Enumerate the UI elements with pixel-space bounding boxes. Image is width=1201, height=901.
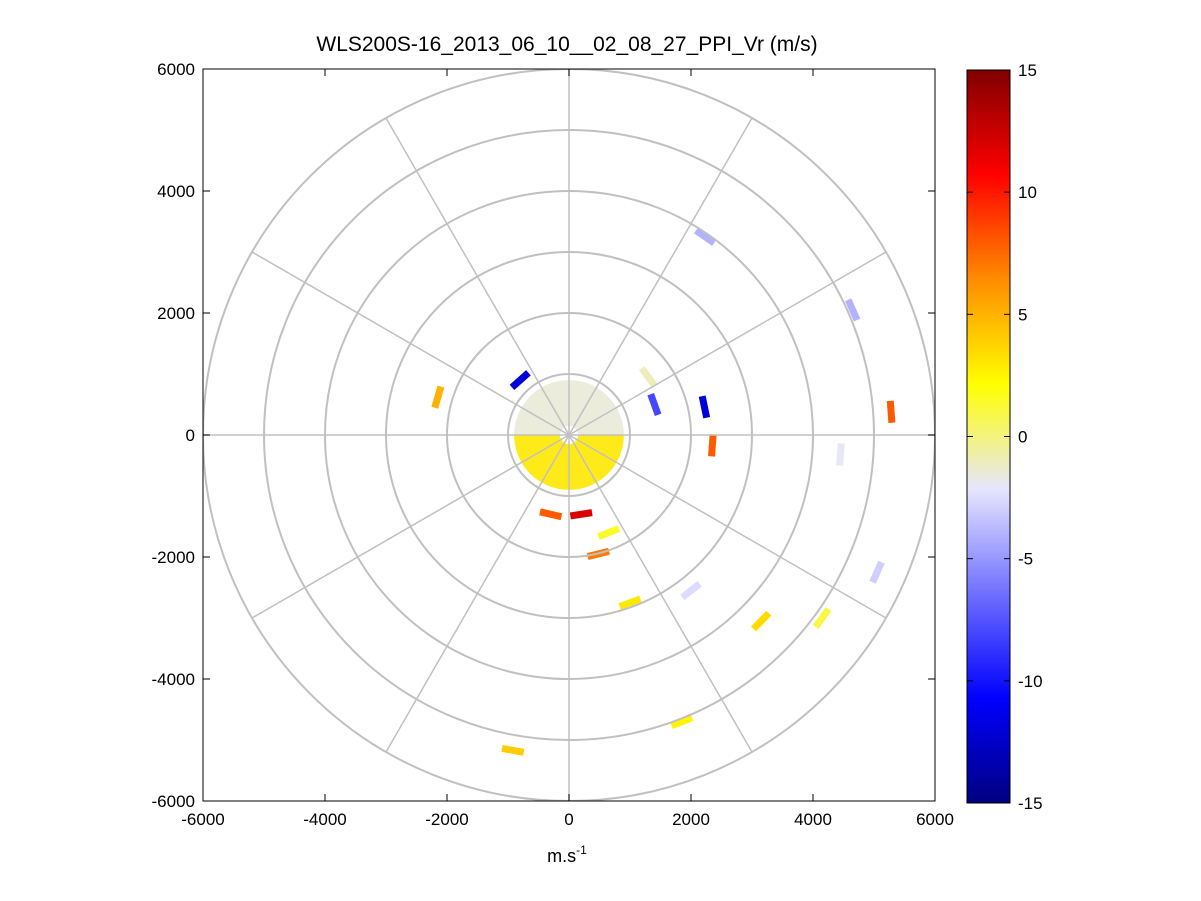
velocity-gate [845,298,861,322]
colorbar-ticks: 15 10 5 0 -5 -10 -15 [967,61,1043,813]
x-tick-label: -6000 [181,810,224,829]
velocity-gate [693,227,717,246]
velocity-gate [750,610,772,632]
colorbar-tick-label: -5 [1018,550,1033,569]
y-tick-label: -6000 [152,792,195,811]
colorbar-tick-label: -10 [1018,672,1043,691]
azimuth-spoke [251,251,570,436]
x-tick-label: -4000 [303,810,346,829]
y-tick-label: 4000 [157,182,195,201]
azimuth-spoke [385,434,570,753]
x-tick-label: 0 [564,810,573,829]
x-axis-label: m.s-1 [547,843,587,866]
x-tick-label: 6000 [916,810,954,829]
velocity-gate [638,366,658,388]
x-tick-label: -2000 [425,810,468,829]
velocity-gate [431,385,445,409]
velocity-gate [618,595,642,610]
polar-grid [203,69,935,801]
velocity-gate [812,607,832,629]
velocity-gate [708,434,717,457]
azimuth-spoke [568,434,887,619]
velocity-gate [509,370,531,391]
velocity-gate [869,560,885,584]
colorbar-tick-label: 5 [1018,305,1027,324]
colorbar-tick-label: 0 [1018,428,1027,447]
y-tick-label: 6000 [157,60,195,79]
velocity-gate [539,508,563,521]
y-tick-label: 2000 [157,304,195,323]
velocity-gate [569,509,593,520]
y-tick-label: -4000 [152,670,195,689]
colorbar: 15 10 5 0 -5 -10 -15 [966,61,1043,813]
colorbar-tick-label: 15 [1018,61,1037,80]
velocity-gate [501,744,525,756]
azimuth-spoke [568,117,753,436]
azimuth-spoke [568,251,887,436]
x-tick-label: 2000 [672,810,710,829]
colorbar-scale [966,69,1011,804]
y-tick-label: 0 [186,426,195,445]
azimuth-spoke [568,434,753,753]
plot-area: -6000 -4000 -2000 0 2000 4000 6000 6000 4000 200… [152,60,954,829]
velocity-gate [680,581,702,601]
x-tick-label: 4000 [794,810,832,829]
velocity-gate [836,443,845,466]
velocity-gate [886,400,896,424]
chart-title: WLS200S-16_2013_06_10__02_08_27_PPI_Vr (… [316,33,817,56]
azimuth-spoke [251,434,570,619]
x-axis: -6000 -4000 -2000 0 2000 4000 6000 [181,69,954,829]
velocity-gate [670,714,694,729]
y-tick-label: -2000 [152,548,195,567]
y-axis: 6000 4000 2000 0 -2000 -4000 -6000 [152,60,935,811]
velocity-gate [698,395,711,419]
velocity-gate [597,525,621,540]
colorbar-tick-label: -15 [1018,794,1043,813]
velocity-gate [647,392,662,417]
azimuth-spoke [385,117,570,436]
colorbar-tick-label: 10 [1018,183,1037,202]
